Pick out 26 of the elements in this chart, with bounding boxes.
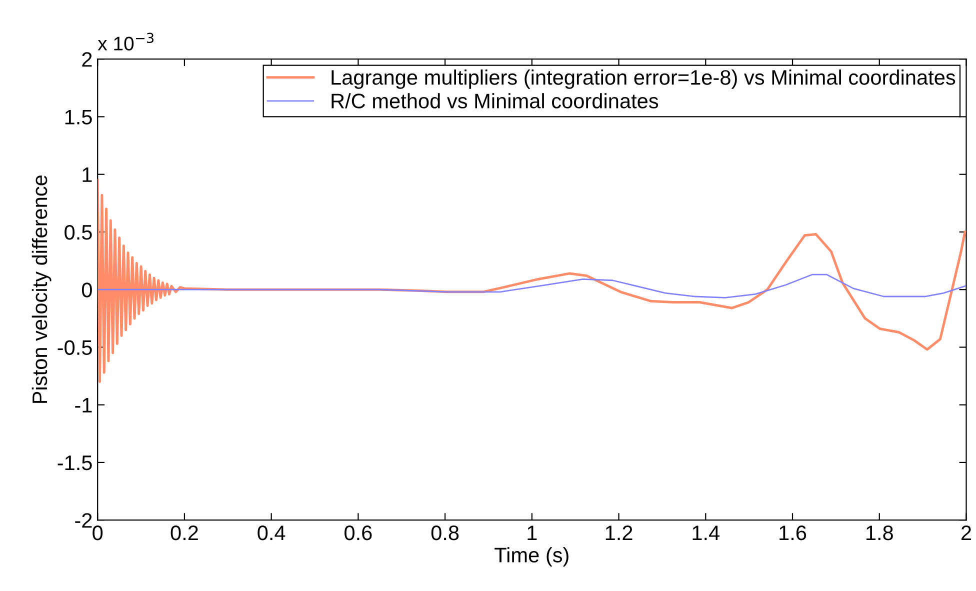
x-tick-label: 2	[961, 525, 971, 540]
y-tick-label: -0.5	[58, 340, 92, 355]
y-tick-label: 0	[82, 282, 92, 298]
text: x 10$^{−3}$	[98, 32, 154, 50]
legend-label: Lagrange multipliers (integration error=1e-8) vs Minimal coordinates	[332, 70, 956, 89]
y-tick-label: 2	[82, 52, 92, 67]
x-tick-label: 1	[528, 526, 537, 540]
x-tick-label: 1.2	[606, 525, 632, 540]
y-tick-label: 0.5	[64, 224, 92, 240]
y-tick-label: -1.5	[58, 456, 92, 470]
legend-label: R/C method vs Minimal coordinates	[332, 93, 658, 108]
y-axis-title: Piston velocity difference	[32, 175, 52, 403]
x-tick-label: 0.8	[431, 525, 459, 540]
x-tick-label: 1.8	[866, 525, 893, 540]
x-tick-label: 0.6	[344, 525, 372, 540]
x-tick-label: 0	[92, 525, 103, 540]
y-tick-label: 1	[82, 168, 92, 182]
x-tick-label: 0.4	[258, 525, 286, 540]
x-axis-title: Time (s)	[494, 547, 568, 567]
y-tick-label: -1	[75, 398, 92, 412]
x-tick-label: 1.6	[780, 525, 806, 540]
y-tick-label: -2	[75, 513, 92, 528]
x-tick-label: 0.2	[170, 525, 198, 540]
line-series	[98, 274, 966, 298]
x-tick-label: 1.4	[692, 526, 720, 540]
y-tick-label: 1.5	[65, 110, 92, 124]
